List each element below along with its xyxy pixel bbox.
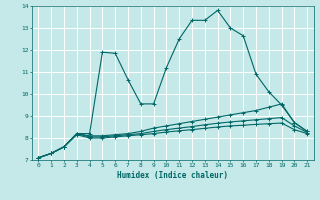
X-axis label: Humidex (Indice chaleur): Humidex (Indice chaleur) xyxy=(117,171,228,180)
